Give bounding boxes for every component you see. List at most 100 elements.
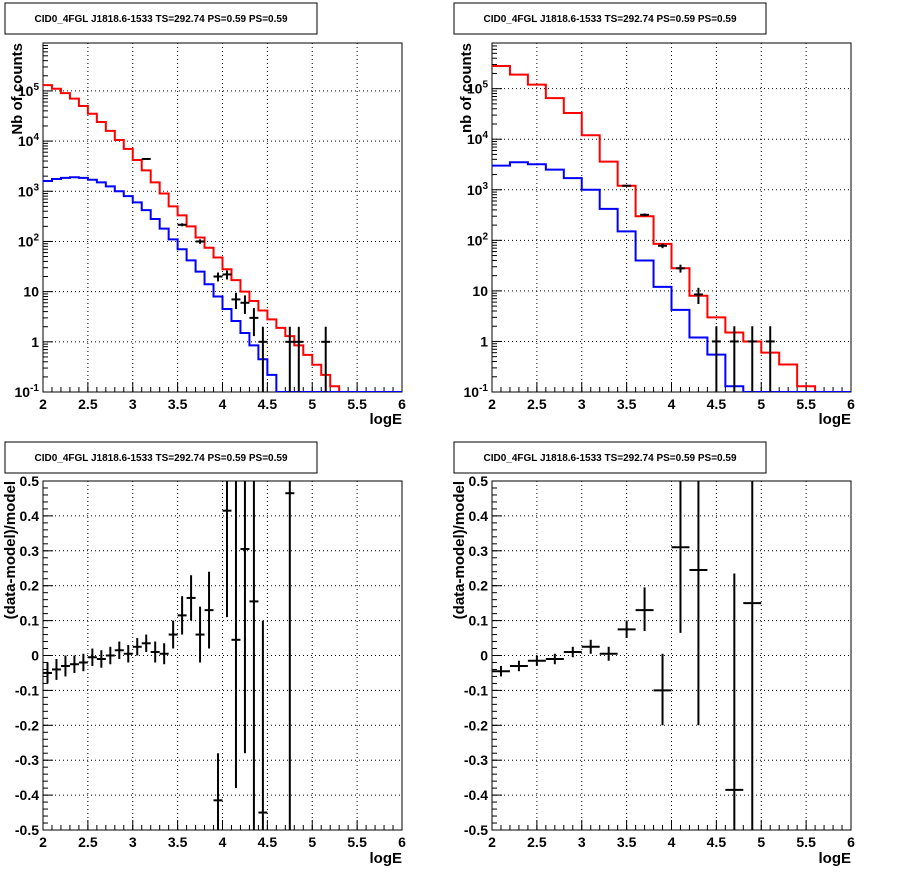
x-tick-label: 2 bbox=[39, 396, 47, 412]
x-tick-label: 3 bbox=[578, 396, 586, 412]
x-tick-label: 3 bbox=[129, 834, 137, 850]
red-model-histogram bbox=[43, 84, 402, 392]
panel-title: CID0_4FGL J1818.6-1533 TS=292.74 PS=0.59… bbox=[34, 453, 287, 464]
x-tick-label: 5.5 bbox=[796, 834, 816, 850]
x-tick-label: 2.5 bbox=[527, 834, 547, 850]
panel-title: CID0_4FGL J1818.6-1533 TS=292.74 PS=0.59… bbox=[483, 453, 736, 464]
x-tick-label: 4.5 bbox=[707, 834, 727, 850]
x-tick-label: 2 bbox=[488, 834, 496, 850]
x-tick-labels: 2 2.5 3 3.5 4 4.5 5 5.5 6 bbox=[488, 834, 855, 850]
panel-title-box bbox=[4, 441, 318, 474]
y-axis-title: (data-model)/model bbox=[451, 481, 468, 619]
panel-title: CID0_4FGL J1818.6-1533 TS=292.74 PS=0.59… bbox=[34, 14, 287, 25]
x-tick-label: 2.5 bbox=[527, 396, 547, 412]
plot-area bbox=[43, 84, 402, 392]
y-tick-label: 102 bbox=[467, 231, 489, 248]
x-tick-label: 4 bbox=[668, 834, 676, 850]
y-tick-labels: -0.5 -0.4 -0.3 -0.2 -0.1 0 0.1 0.2 0.3 0.4 0.5 bbox=[464, 473, 488, 838]
panel-title: CID0_4FGL J1818.6-1533 TS=292.74 PS=0.59… bbox=[483, 14, 736, 25]
x-tick-label: 3 bbox=[129, 396, 137, 412]
x-tick-label: 3.5 bbox=[617, 834, 637, 850]
y-tick-label: 1 bbox=[31, 334, 39, 350]
grid-lines bbox=[43, 481, 402, 830]
x-tick-labels: 2 2.5 3 3.5 4 4.5 5 5.5 6 bbox=[488, 396, 855, 412]
x-tick-label: 5 bbox=[308, 396, 316, 412]
y-tick-label: 0.4 bbox=[469, 508, 489, 524]
panel-top-left: CID0_4FGL J1818.6-1533 TS=292.74 PS=0.59… bbox=[4, 2, 406, 428]
panel-bottom-left: CID0_4FGL J1818.6-1533 TS=292.74 PS=0.59… bbox=[2, 441, 406, 867]
y-tick-label: -0.3 bbox=[15, 752, 39, 768]
x-tick-label: 3.5 bbox=[168, 396, 188, 412]
y-tick-label: -0.1 bbox=[15, 682, 39, 698]
x-tick-label: 2.5 bbox=[78, 834, 98, 850]
y-tick-label: -0.2 bbox=[464, 717, 488, 733]
x-tick-label: 4 bbox=[219, 834, 227, 850]
x-axis-title: logE bbox=[370, 850, 403, 867]
y-tick-label: -0.3 bbox=[464, 752, 488, 768]
plot-area bbox=[43, 481, 295, 830]
series-layer bbox=[492, 65, 851, 392]
y-tick-label: -0.1 bbox=[464, 682, 488, 698]
y-tick-label: 0.3 bbox=[20, 543, 40, 559]
y-tick-label: 103 bbox=[467, 181, 489, 198]
y-tick-label: 0.1 bbox=[20, 613, 40, 629]
x-tick-label: 5 bbox=[757, 834, 765, 850]
x-tick-label: 4.5 bbox=[707, 396, 727, 412]
axis-ticks bbox=[42, 480, 403, 831]
y-tick-label: 0.4 bbox=[20, 508, 40, 524]
x-tick-label: 6 bbox=[398, 834, 406, 850]
blue-model-histogram bbox=[43, 176, 402, 392]
panel-title-box bbox=[453, 441, 767, 474]
y-tick-label: 10-1 bbox=[15, 383, 40, 400]
y-axis-title: nb of counts bbox=[458, 43, 475, 133]
y-tick-label: -0.5 bbox=[15, 822, 39, 838]
y-tick-label: 0.2 bbox=[20, 578, 40, 594]
x-tick-label: 5.5 bbox=[796, 396, 816, 412]
y-tick-label: 105 bbox=[18, 82, 40, 99]
red-model-histogram bbox=[492, 65, 851, 392]
y-tick-label: 104 bbox=[18, 132, 40, 149]
y-tick-labels: 10-1 1 10 102 103 104 105 bbox=[464, 80, 489, 400]
grid-lines bbox=[43, 43, 402, 392]
x-tick-label: 5.5 bbox=[347, 396, 367, 412]
y-axis-title: Nb of counts bbox=[9, 43, 26, 135]
y-tick-label: 10-1 bbox=[464, 383, 489, 400]
x-tick-label: 3.5 bbox=[168, 834, 188, 850]
panel-bottom-right: CID0_4FGL J1818.6-1533 TS=292.74 PS=0.59… bbox=[451, 441, 855, 867]
y-tick-label: 102 bbox=[18, 232, 40, 249]
x-axis-title: logE bbox=[370, 411, 403, 428]
y-tick-label: -0.5 bbox=[464, 822, 488, 838]
y-tick-label: 0 bbox=[31, 648, 39, 664]
x-tick-label: 4.5 bbox=[258, 396, 278, 412]
plot-area bbox=[492, 65, 851, 392]
y-tick-label: -0.2 bbox=[15, 717, 39, 733]
series-layer bbox=[43, 84, 402, 392]
y-axis-title: (data-model)/model bbox=[2, 481, 19, 619]
y-tick-label: 10 bbox=[472, 283, 488, 299]
y-tick-labels: -0.5 -0.4 -0.3 -0.2 -0.1 0 0.1 0.2 0.3 0.4 0.5 bbox=[15, 473, 39, 838]
x-tick-labels: 2 2.5 3 3.5 4 4.5 5 5.5 6 bbox=[39, 834, 406, 850]
y-tick-label: -0.4 bbox=[15, 787, 39, 803]
panel-title-box bbox=[4, 2, 318, 35]
x-tick-label: 5 bbox=[757, 396, 765, 412]
x-axis-title: logE bbox=[819, 411, 852, 428]
panel-top-right: CID0_4FGL J1818.6-1533 TS=292.74 PS=0.59… bbox=[453, 2, 855, 428]
x-tick-label: 6 bbox=[847, 396, 855, 412]
x-tick-label: 6 bbox=[398, 396, 406, 412]
x-tick-label: 2 bbox=[488, 396, 496, 412]
y-tick-label: 104 bbox=[467, 130, 489, 147]
x-tick-label: 2 bbox=[39, 834, 47, 850]
y-tick-label: 0.2 bbox=[469, 578, 489, 594]
y-tick-label: 0.1 bbox=[469, 613, 489, 629]
x-tick-label: 3 bbox=[578, 834, 586, 850]
y-tick-label: 103 bbox=[18, 182, 40, 199]
x-tick-label: 4 bbox=[219, 396, 227, 412]
series-layer bbox=[43, 481, 295, 830]
y-tick-label: 0.5 bbox=[469, 473, 489, 489]
y-tick-label: 105 bbox=[467, 80, 489, 97]
x-tick-label: 4.5 bbox=[258, 834, 278, 850]
x-tick-label: 5.5 bbox=[347, 834, 367, 850]
panel-title-box bbox=[453, 2, 767, 35]
plot-area bbox=[492, 481, 762, 830]
